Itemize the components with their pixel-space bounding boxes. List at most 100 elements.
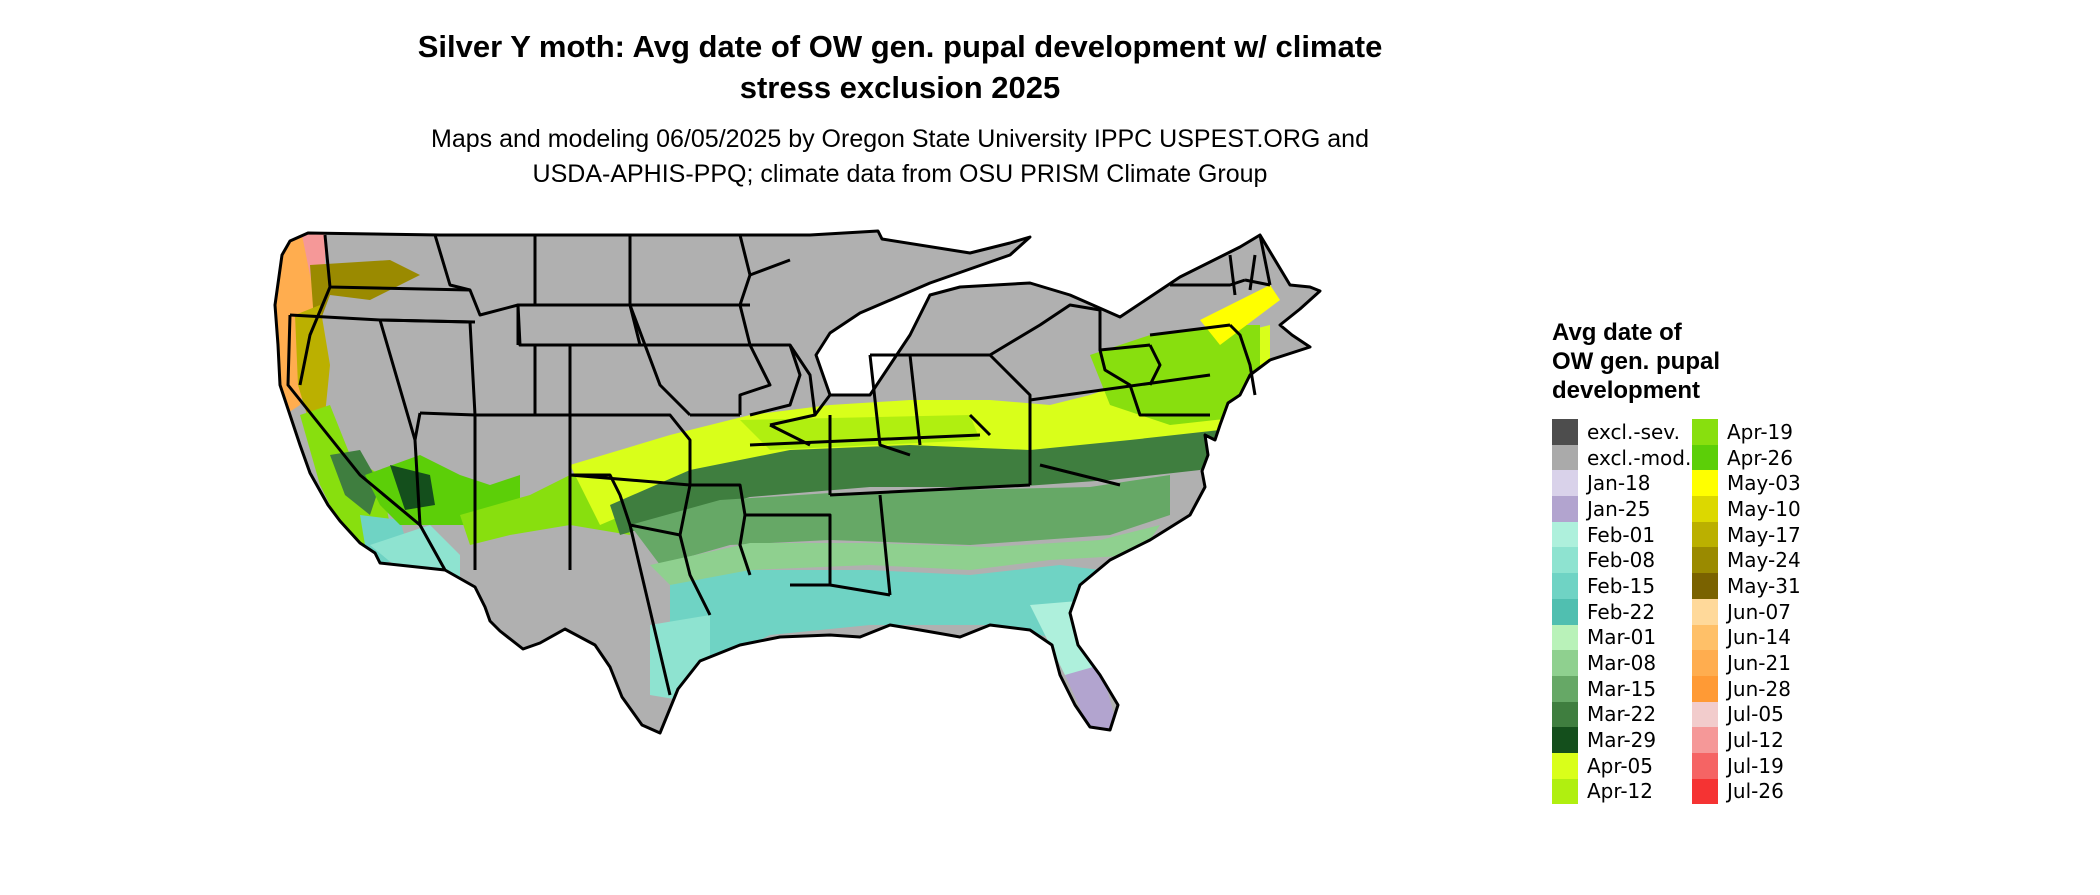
legend-swatch — [1552, 470, 1578, 497]
map-title: Silver Y moth: Avg date of OW gen. pupal… — [250, 26, 1550, 108]
band-ne-coast-yellow — [1200, 285, 1280, 345]
legend-swatch — [1552, 496, 1578, 522]
legend-label: Feb-01 — [1587, 522, 1656, 547]
legend-item: May-10 — [1692, 496, 1832, 522]
legend-label: Mar-29 — [1587, 728, 1657, 753]
legend-item: Feb-15 — [1552, 573, 1692, 599]
legend-item: Jul-26 — [1692, 778, 1832, 805]
legend-label: Jul-12 — [1727, 728, 1784, 753]
legend-item: Jul-12 — [1692, 727, 1832, 753]
legend-item: Jun-28 — [1692, 675, 1832, 702]
legend-label: Mar-01 — [1587, 625, 1657, 650]
legend-title-line-3: development — [1552, 377, 1701, 404]
legend-label: excl.-sev. — [1587, 419, 1680, 444]
legend-label: May-10 — [1727, 496, 1801, 521]
legend-swatch — [1692, 547, 1718, 574]
legend-swatch — [1692, 701, 1718, 728]
band-sw-darkgreen — [390, 465, 435, 510]
us-map — [273, 229, 1322, 735]
legend-label: May-17 — [1727, 522, 1801, 547]
legend-label: Feb-15 — [1587, 573, 1656, 598]
legend-item: Jan-18 — [1552, 470, 1692, 497]
band-gulf-lightgreen — [650, 525, 1160, 595]
legend-swatch — [1552, 778, 1578, 805]
legend-item: May-24 — [1692, 547, 1832, 574]
legend-swatch — [1692, 521, 1718, 548]
legend-swatch — [1552, 650, 1578, 676]
legend-item: Apr-19 — [1692, 419, 1832, 445]
legend-swatch — [1552, 573, 1578, 599]
legend-swatch — [1692, 598, 1718, 625]
legend-title-line-2: OW gen. pupal — [1552, 348, 1720, 375]
legend-item: May-17 — [1692, 521, 1832, 548]
map-subtitle-line-1: Maps and modeling 06/05/2025 by Oregon S… — [431, 125, 1369, 153]
band-south-midgreen — [630, 475, 1170, 565]
legend-swatch — [1692, 752, 1718, 779]
legend-item: May-03 — [1692, 470, 1832, 497]
legend-label: Feb-22 — [1587, 599, 1656, 624]
legend-label: May-31 — [1727, 573, 1801, 598]
legend-item: Mar-29 — [1552, 727, 1692, 753]
band-florida-purple — [1065, 665, 1120, 733]
legend-swatch — [1692, 419, 1718, 445]
legend-label: excl.-mod. — [1587, 445, 1692, 470]
legend-label: Apr-05 — [1587, 753, 1653, 778]
legend-swatch — [1692, 573, 1718, 599]
legend-swatch — [1552, 598, 1578, 625]
legend-item: Mar-15 — [1552, 675, 1692, 702]
legend-item: Jun-14 — [1692, 624, 1832, 651]
legend-item: Apr-26 — [1692, 444, 1832, 471]
legend-swatch — [1692, 624, 1718, 651]
legend-item: Apr-12 — [1552, 778, 1692, 805]
legend-swatch — [1692, 650, 1718, 676]
legend-swatch — [1552, 444, 1578, 471]
legend-label: Mar-08 — [1587, 651, 1657, 676]
map-title-line-1: Silver Y moth: Avg date of OW gen. pupal… — [417, 29, 1383, 64]
legend-item: Apr-05 — [1552, 752, 1692, 779]
legend-label: Jan-18 — [1587, 471, 1651, 496]
map-title-line-2: stress exclusion 2025 — [739, 70, 1061, 105]
legend-label: Apr-12 — [1587, 779, 1653, 804]
map-subtitle-line-2: USDA-APHIS-PPQ; climate data from OSU PR… — [532, 160, 1268, 188]
legend-swatch — [1692, 675, 1718, 702]
legend-item: Mar-22 — [1552, 701, 1692, 728]
legend-swatch — [1692, 444, 1718, 471]
band-gulf-teal — [670, 565, 1120, 695]
legend-swatch — [1692, 470, 1718, 497]
legend-swatch — [1552, 675, 1578, 702]
legend-label: Jun-21 — [1727, 651, 1791, 676]
legend-swatch — [1692, 727, 1718, 753]
band-ca-olive — [295, 305, 330, 425]
legend-item: excl.-sev. — [1552, 419, 1692, 445]
band-ca-darkgreen — [330, 450, 380, 515]
legend-item: Jul-05 — [1692, 701, 1832, 728]
legend-label: Mar-22 — [1587, 702, 1657, 727]
legend-swatch — [1692, 778, 1718, 805]
legend-title: Avg date of OW gen. pupal development — [1552, 318, 1832, 405]
band-wa-olive — [310, 260, 420, 335]
band-mid-atlantic-green — [1090, 325, 1260, 425]
legend-label: Mar-15 — [1587, 676, 1657, 701]
legend-column-2: Apr-19 Apr-26 May-03 May-10 May-17 May-24 May-… — [1692, 419, 1832, 805]
legend-item: May-31 — [1692, 573, 1832, 599]
legend-label: Jul-05 — [1727, 702, 1784, 727]
legend-swatch — [1552, 547, 1578, 574]
legend-label: Jul-19 — [1727, 753, 1784, 778]
legend-title-line-1: Avg date of — [1552, 319, 1682, 346]
legend-item: Mar-01 — [1552, 624, 1692, 651]
legend-item: Feb-01 — [1552, 521, 1692, 548]
legend-label: Apr-19 — [1727, 419, 1793, 444]
state-boundaries — [273, 229, 1322, 735]
legend-swatch — [1552, 624, 1578, 651]
legend-item: Jan-25 — [1552, 496, 1692, 522]
legend-label: Feb-08 — [1587, 548, 1656, 573]
legend-swatch — [1552, 521, 1578, 548]
legend-item: Mar-08 — [1552, 650, 1692, 676]
legend-swatch — [1552, 701, 1578, 728]
legend-label: Jul-26 — [1727, 779, 1784, 804]
legend-swatch — [1692, 496, 1718, 522]
legend: Avg date of OW gen. pupal development ex… — [1552, 318, 1832, 805]
legend-label: Apr-26 — [1727, 445, 1793, 470]
legend-label: Jan-25 — [1587, 496, 1651, 521]
legend-swatch — [1552, 419, 1578, 445]
